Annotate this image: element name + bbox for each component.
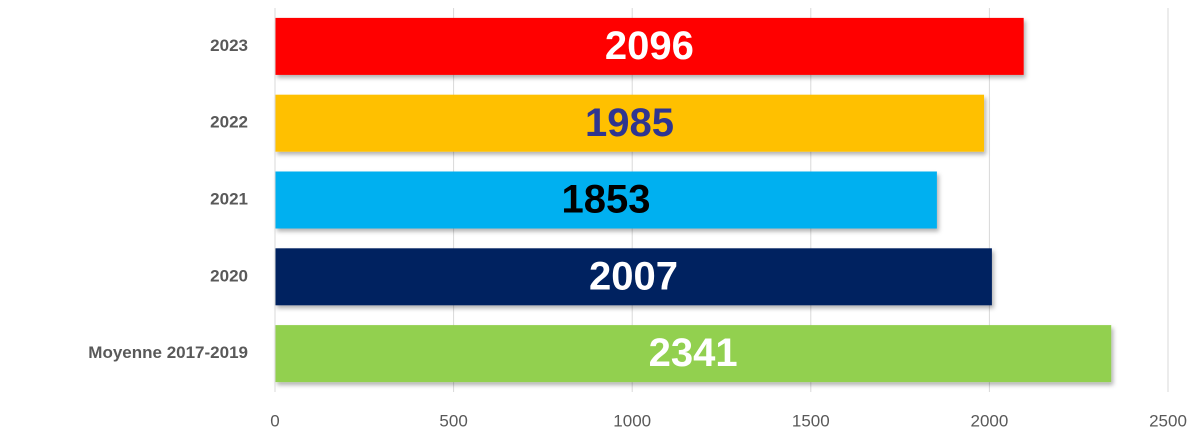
x-tick-label: 500 <box>439 411 467 430</box>
bar <box>275 248 992 306</box>
value-label: 2007 <box>589 254 678 298</box>
x-tick-label: 1500 <box>792 411 830 430</box>
x-tick-label: 0 <box>270 411 279 430</box>
bar <box>275 94 985 152</box>
x-tick-label: 2500 <box>1149 411 1187 430</box>
x-tick-label: 2000 <box>970 411 1008 430</box>
value-label: 1853 <box>561 178 650 222</box>
x-tick-label: 1000 <box>613 411 651 430</box>
bar <box>275 171 937 229</box>
y-tick-label: 2022 <box>210 113 248 132</box>
bar <box>275 17 1024 75</box>
y-tick-label: 2021 <box>210 189 248 208</box>
bar <box>275 325 1112 383</box>
value-label: 2341 <box>649 331 738 375</box>
y-tick-label: 2020 <box>210 266 248 285</box>
y-tick-label: Moyenne 2017-2019 <box>88 343 248 362</box>
y-tick-label: 2023 <box>210 36 248 55</box>
value-label: 1985 <box>585 101 674 145</box>
value-label: 2096 <box>605 24 694 68</box>
